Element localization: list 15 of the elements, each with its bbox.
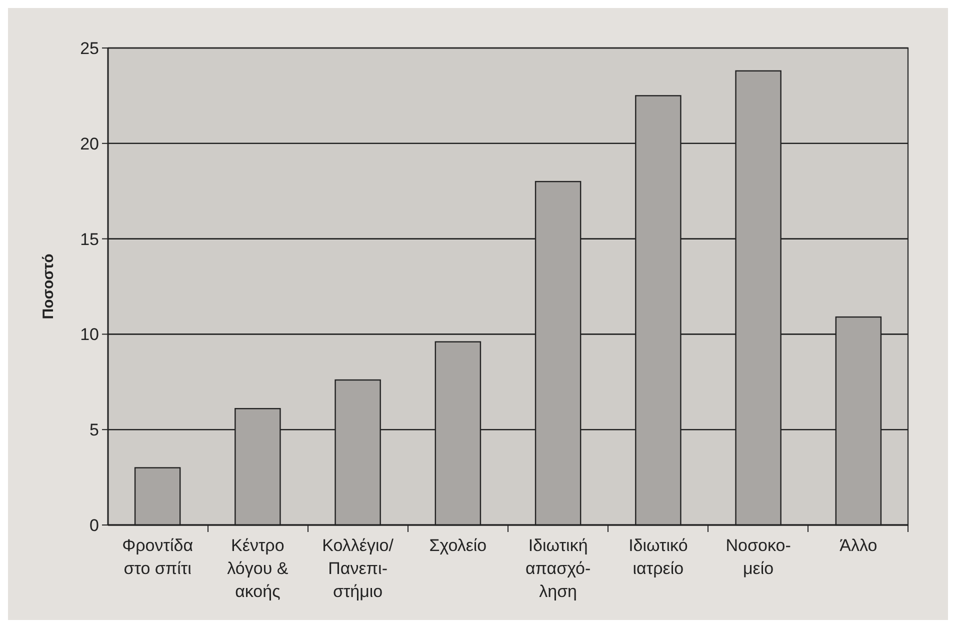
x-tick-label: Σχολείο	[429, 536, 487, 555]
x-tick-label: Κολλέγιο/ Πανεπι- στήμιο	[322, 536, 394, 601]
x-tick-label: Νοσοκο- μείο	[726, 536, 791, 578]
x-tick-label: Ιδιωτική απασχό- ληση	[525, 536, 591, 601]
y-tick-label: 10	[80, 325, 99, 344]
y-tick-label: 15	[80, 230, 99, 249]
x-tick-label: Ιδιωτικό ιατρείο	[628, 536, 688, 578]
y-tick-label: 25	[80, 38, 99, 58]
y-axis-title: Ποσοστό	[40, 254, 57, 320]
x-tick-label: Φροντίδα στο σπίτι	[122, 536, 194, 578]
y-tick-label: 0	[90, 516, 99, 535]
y-tick-label: 5	[90, 420, 99, 440]
x-tick-label: Άλλο	[840, 536, 878, 555]
y-tick-label: 20	[80, 134, 99, 154]
x-tick-label: Κέντρο λόγου & ακοής	[227, 536, 289, 601]
